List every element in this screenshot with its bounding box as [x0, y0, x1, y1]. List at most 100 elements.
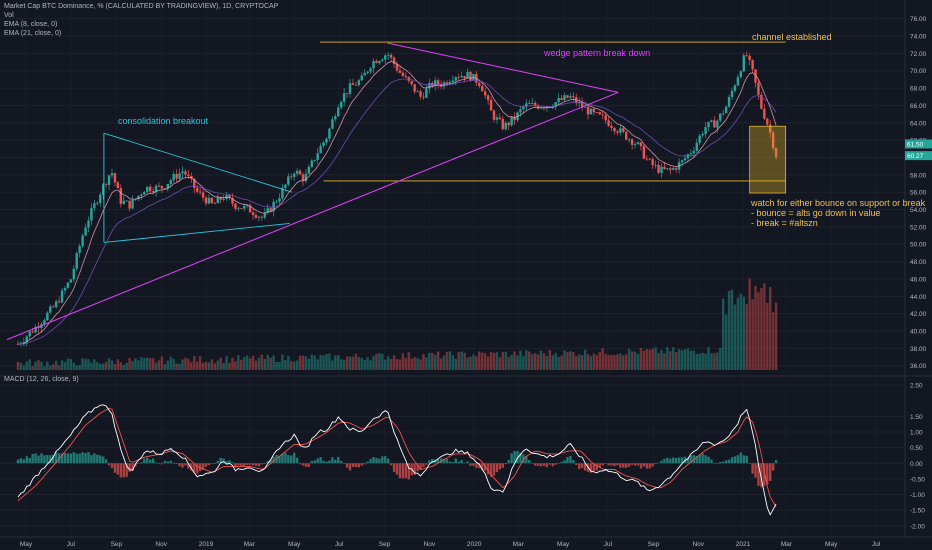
candle-body — [592, 108, 596, 113]
volume-bar — [589, 356, 593, 370]
candle-body — [563, 95, 566, 100]
macd-histogram-bar — [319, 457, 322, 464]
candle-body — [721, 113, 725, 114]
volume-bar — [475, 356, 478, 370]
candle-body — [401, 72, 405, 76]
volume-bar — [428, 352, 431, 370]
volume-bar — [57, 365, 61, 370]
macd-histogram-bar — [454, 458, 457, 464]
candle-body — [395, 64, 399, 71]
macd-histogram-bar — [66, 453, 70, 464]
macd-histogram-bar — [451, 461, 455, 464]
macd-histogram-bar — [163, 460, 167, 464]
macd-histogram-bar — [322, 460, 325, 464]
volume-bar — [187, 358, 190, 370]
volume-bar — [404, 357, 408, 370]
volume-bar — [116, 359, 120, 370]
candle-body — [54, 301, 58, 308]
candle-body — [251, 212, 255, 216]
macd-histogram-bar — [181, 463, 184, 468]
volume-bar — [724, 314, 728, 370]
macd-histogram-bar — [160, 463, 164, 465]
volume-bar — [410, 358, 413, 370]
volume-bar — [719, 347, 722, 370]
macd-histogram-bar — [651, 463, 654, 467]
volume-bar — [43, 366, 46, 370]
candle-body — [93, 203, 96, 208]
candle-body — [348, 83, 352, 94]
volume-bar — [395, 359, 399, 370]
candle-body — [25, 336, 28, 343]
volume-bar — [87, 359, 90, 370]
macd-histogram-bar — [96, 454, 99, 464]
volume-bar — [99, 363, 102, 370]
macd-histogram-bar — [28, 457, 31, 464]
candle-body — [384, 55, 387, 60]
watch-zone-box — [749, 125, 787, 194]
macd-histogram-bar — [304, 463, 308, 467]
candle-body — [231, 197, 234, 204]
x-tick-label: Mar — [513, 541, 525, 548]
candle-body — [307, 166, 311, 174]
volume-bar — [284, 360, 287, 370]
candle-body — [181, 171, 184, 174]
candle-body — [616, 131, 619, 133]
candle-body — [310, 160, 314, 167]
volume-bar — [316, 359, 319, 370]
volume-bar — [96, 361, 99, 370]
volume-bar — [736, 297, 740, 370]
y-tick-label: 40.00 — [910, 328, 927, 335]
macd-histogram-bar — [431, 458, 434, 464]
macd-histogram-bar — [595, 463, 599, 471]
macd-histogram-bar — [225, 460, 228, 464]
candle-body — [198, 191, 202, 193]
candle-body — [49, 306, 52, 313]
volume-bar — [169, 356, 172, 370]
volume-bar — [613, 355, 616, 370]
volume-bar — [689, 350, 693, 370]
candle-body — [34, 326, 37, 333]
macd-histogram-bar — [269, 459, 272, 464]
volume-bar — [733, 304, 737, 370]
macd-histogram-bar — [689, 455, 693, 464]
macd-histogram-bar — [175, 463, 178, 465]
volume-bar — [760, 288, 763, 370]
volume-bar — [716, 352, 719, 370]
candle-body — [463, 75, 466, 79]
y-tick-label: 68.00 — [910, 86, 927, 93]
volume-bar — [34, 361, 37, 370]
volume-bar — [90, 362, 93, 370]
macd-legend[interactable]: MACD (12, 26, close, 9) — [4, 376, 79, 383]
ema-fast-legend[interactable]: EMA (8, close, 0) — [4, 21, 58, 28]
y-tick-label: 52.00 — [910, 224, 927, 231]
macd-histogram-bar — [478, 463, 481, 469]
macd-histogram-bar — [104, 459, 108, 464]
volume-bar — [292, 361, 296, 370]
volume-bar — [363, 359, 366, 370]
macd-histogram-bar — [413, 463, 416, 475]
volume-bar — [695, 353, 698, 370]
volume-bar — [166, 360, 170, 370]
x-tick-label: Jul — [872, 541, 881, 548]
macd-histogram-bar — [298, 463, 302, 465]
macd-histogram-bar — [72, 452, 75, 464]
candle-body — [69, 279, 73, 283]
volume-bar — [636, 353, 640, 370]
macd-histogram-bar — [572, 460, 575, 464]
volume-bar — [81, 358, 84, 370]
macd-histogram-bar — [307, 463, 311, 467]
volume-bar — [348, 356, 352, 370]
macd-histogram-bar — [154, 462, 158, 464]
macd-histogram-bar — [713, 463, 716, 464]
volume-bar — [334, 355, 337, 370]
volume-bar — [60, 360, 64, 370]
macd-histogram-bar — [404, 463, 408, 479]
macd-histogram-bar — [369, 459, 372, 464]
candle-body — [572, 96, 575, 98]
candle-body — [119, 188, 123, 204]
volume-bar — [175, 363, 178, 370]
volume-legend[interactable]: Vol — [4, 12, 14, 19]
ema-slow-legend[interactable]: EMA (21, close, 0) — [4, 30, 62, 37]
macd-histogram-bar — [204, 463, 208, 467]
